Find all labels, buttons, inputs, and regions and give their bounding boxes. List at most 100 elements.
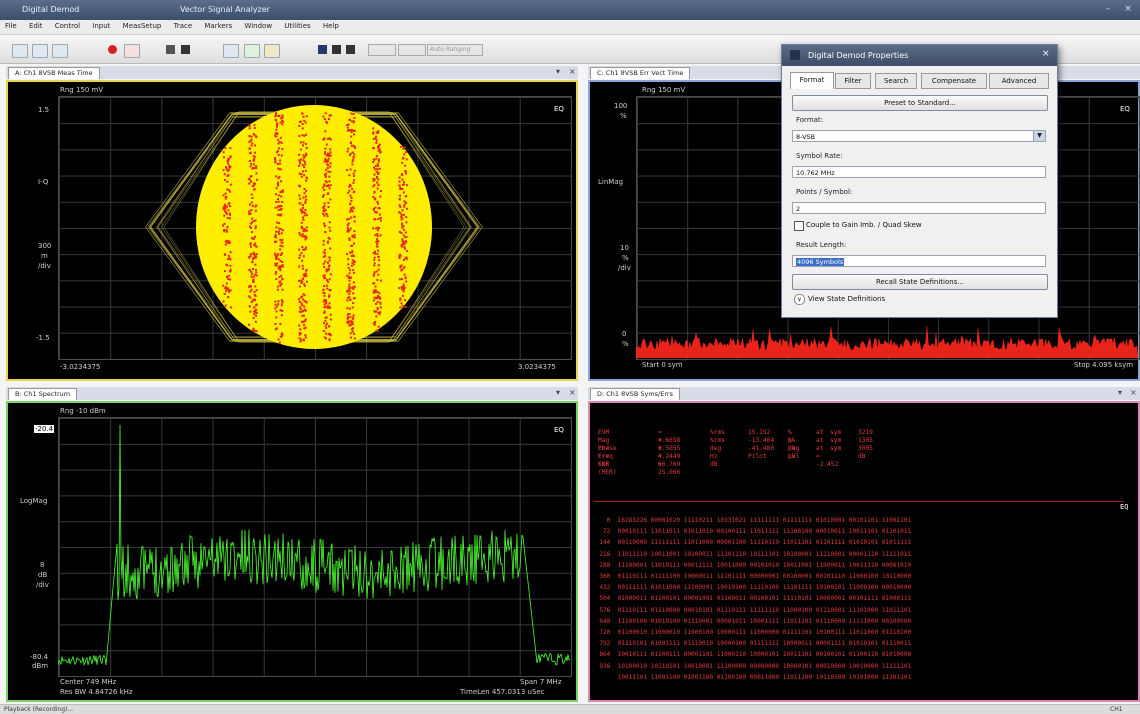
pane-d-symbols[interactable]: EVM = 4.6658 %rms 15.152% pk at sym 3219 Mag Er…	[588, 401, 1140, 702]
symbol-point	[378, 259, 381, 262]
pane-d-close-icon[interactable]: ×	[1130, 388, 1137, 397]
marker-button[interactable]	[223, 44, 239, 58]
symbol-point	[323, 214, 326, 217]
preset-button[interactable]: Preset to Standard...	[792, 95, 1048, 111]
pane-d-pin-icon[interactable]: ▾	[1118, 388, 1123, 397]
dialog-tab-advanced[interactable]: Advanced	[989, 73, 1049, 89]
symbol-point	[303, 283, 306, 286]
symbol-point	[404, 277, 407, 280]
trace-layout-2-icon[interactable]	[332, 45, 341, 54]
auto-range-box[interactable]: Auto Ranging	[427, 44, 483, 56]
symbol-point	[280, 314, 283, 317]
menu-file[interactable]: File	[5, 22, 17, 30]
recall-state-button[interactable]: Recall State Definitions...	[792, 274, 1048, 290]
symbol-point	[323, 205, 326, 207]
symbol-point	[252, 184, 255, 187]
symbol-point	[376, 181, 379, 184]
minimize-icon[interactable]: –	[1105, 4, 1111, 14]
peak-search-button[interactable]	[244, 44, 260, 58]
symbol-point	[275, 310, 278, 313]
menu-meassetup[interactable]: MeasSetup	[122, 22, 162, 30]
couple-checkbox[interactable]	[794, 221, 804, 231]
tab-pane-b[interactable]: B: Ch1 Spectrum	[8, 388, 78, 400]
symbol-point	[323, 292, 326, 295]
menu-edit[interactable]: Edit	[28, 22, 43, 30]
tab-pane-c[interactable]: C: Ch1 8VSB Err Vect Time	[590, 67, 691, 79]
symbol-point	[353, 297, 356, 300]
points-per-symbol-field[interactable]: 2	[792, 202, 1046, 214]
tab-pane-a[interactable]: A: Ch1 8VSB Meas Time	[8, 67, 100, 79]
properties-dialog: Digital Demod Properties × Format Filter…	[781, 44, 1058, 318]
menu-window[interactable]: Window	[244, 22, 273, 30]
trace-hexagon	[145, 112, 483, 342]
dim-button-2[interactable]	[398, 44, 426, 56]
pane-a-close-icon[interactable]: ×	[569, 67, 576, 76]
symbol-point	[377, 207, 380, 210]
pane-b-spectrum[interactable]: Rng -10 dBm EQ -20.4 LogMag 8 dB /div -8…	[6, 401, 578, 702]
pane-b-close-icon[interactable]: ×	[569, 388, 576, 397]
menu-control[interactable]: Control	[54, 22, 81, 30]
symbol-point	[274, 240, 276, 243]
symbol-point	[353, 230, 356, 233]
symbol-point	[373, 256, 376, 259]
dialog-tab-filter[interactable]: Filter	[835, 73, 871, 89]
dialog-tab-search[interactable]: Search	[875, 73, 917, 89]
trigger-button[interactable]	[124, 44, 140, 58]
chevron-down-icon[interactable]: ▼	[1033, 131, 1045, 141]
menu-markers[interactable]: Markers	[204, 22, 233, 30]
symbol-point	[228, 202, 231, 204]
symbol-point	[254, 225, 257, 228]
pane-a-constellation[interactable]: Rng 150 mV EQ 1.5 I-Q 300 m /div -1.5 -3…	[6, 80, 578, 381]
symbol-point	[279, 309, 282, 312]
trace-layout-3-icon[interactable]	[346, 45, 355, 54]
stat-cell: -41.480	[748, 445, 775, 452]
symbol-point	[352, 302, 355, 304]
menu-input[interactable]: Input	[92, 22, 111, 30]
symbol-point	[324, 225, 326, 228]
symbol-point	[329, 154, 332, 157]
marker-to-button[interactable]	[264, 44, 280, 58]
symbol-point	[303, 155, 306, 158]
symbol-point	[302, 267, 304, 270]
trace-layout-1-icon[interactable]	[318, 45, 327, 54]
close-icon[interactable]: ×	[1124, 4, 1132, 14]
symbol-point	[327, 192, 330, 195]
layout-icon[interactable]	[166, 45, 175, 54]
symbol-point	[228, 166, 231, 169]
dialog-titlebar[interactable]: Digital Demod Properties ×	[782, 45, 1057, 66]
symbol-point	[328, 187, 331, 190]
symbol-point	[248, 152, 251, 155]
symbol-point	[255, 204, 258, 207]
symbol-point	[377, 264, 380, 267]
symbol-point	[347, 222, 350, 225]
dialog-tab-format[interactable]: Format	[790, 72, 834, 89]
menu-trace[interactable]: Trace	[173, 22, 193, 30]
symbol-point	[353, 129, 356, 132]
symbol-point	[398, 211, 401, 214]
dialog-tab-compensate[interactable]: Compensate	[921, 73, 987, 89]
dialog-close-icon[interactable]: ×	[1042, 49, 1050, 59]
format-select[interactable]: 8-VSB ▼	[792, 130, 1046, 142]
symbol-point	[304, 238, 307, 241]
pane-b-tabbar: B: Ch1 Spectrum ▾ ×	[6, 387, 578, 400]
menu-help[interactable]: Help	[322, 22, 339, 30]
symbol-rate-field[interactable]: 10.762 MHz	[792, 166, 1046, 178]
symbol-point	[323, 118, 326, 121]
symbol-point	[302, 298, 305, 301]
symbol-point	[377, 249, 380, 252]
symbol-point	[329, 318, 332, 321]
dim-button-1[interactable]	[368, 44, 396, 56]
pane-b-pin-icon[interactable]: ▾	[556, 388, 561, 397]
expand-icon[interactable]: ∨	[794, 294, 805, 305]
menu-utilities[interactable]: Utilities	[284, 22, 311, 30]
record-button[interactable]	[108, 45, 117, 54]
pause-button[interactable]	[32, 44, 48, 58]
play-pause-button[interactable]	[12, 44, 28, 58]
tab-pane-d[interactable]: D: Ch1 8VSB Syms/Errs	[590, 388, 680, 400]
symbol-point	[274, 157, 277, 159]
symbol-point	[398, 184, 401, 187]
grid-layout-icon[interactable]	[181, 45, 190, 54]
pane-a-pin-icon[interactable]: ▾	[556, 67, 561, 76]
result-length-field[interactable]: 4096 Symbols	[792, 255, 1046, 267]
restart-button[interactable]	[52, 44, 68, 58]
